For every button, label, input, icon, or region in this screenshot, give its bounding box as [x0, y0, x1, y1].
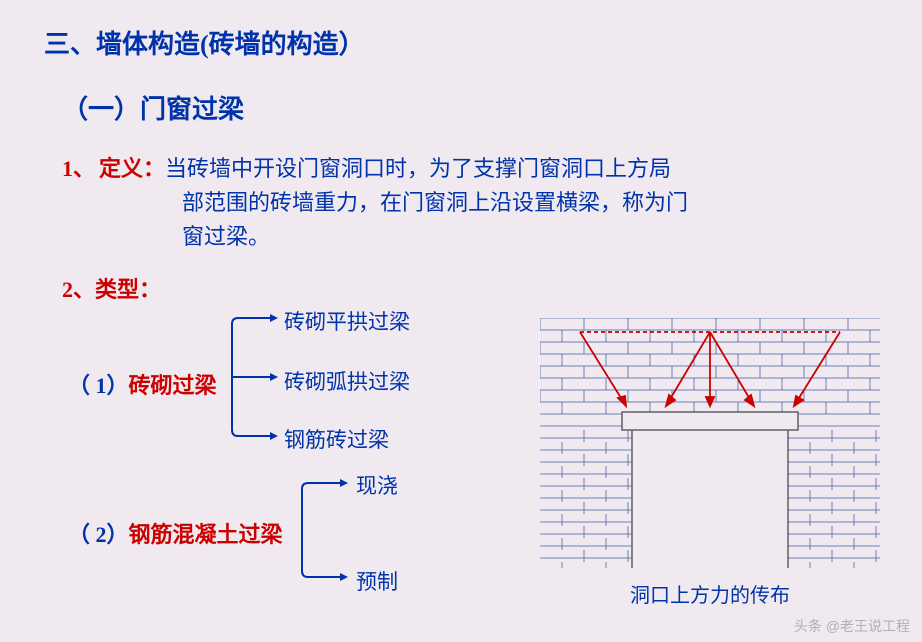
def-label: 定义： — [99, 156, 165, 181]
type-1-leaf-3: 钢筋砖过梁 — [284, 424, 389, 454]
type-item-1-name: 砖砌过梁 — [129, 373, 217, 398]
type-item-2-num: （ 2） — [68, 522, 129, 547]
type-item-2-name: 钢筋混凝土过梁 — [129, 522, 283, 547]
watermark: 头条 @老王说工程 — [794, 616, 910, 636]
section-title: 三、墙体构造(砖墙的构造） — [44, 24, 878, 61]
type-item-1: （ 1）砖砌过梁 — [68, 368, 217, 400]
diagram-svg — [540, 318, 880, 568]
type-2-leaf-1: 现浇 — [356, 470, 398, 500]
type-2-leaf-2: 预制 — [356, 566, 398, 596]
type-1-leaf-1: 砖砌平拱过梁 — [284, 306, 410, 336]
bracket-2 — [296, 477, 356, 583]
type-item-1-num: （ 1） — [68, 373, 129, 398]
diagram-caption: 洞口上方力的传布 — [540, 579, 880, 608]
type-label-text: 类型： — [95, 277, 161, 302]
type-heading: 2、类型： — [62, 272, 878, 304]
force-diagram: 洞口上方力的传布 — [540, 318, 880, 608]
def-line1: 当砖墙中开设门窗洞口时，为了支撑门窗洞口上方局 — [165, 156, 671, 181]
def-number: 1、 — [62, 156, 95, 181]
def-line2: 部范围的砖墙重力，在门窗洞上沿设置横梁，称为门 — [182, 186, 688, 220]
definition-row: 1、定义：当砖墙中开设门窗洞口时，为了支撑门窗洞口上方局 部范围的砖墙重力，在门… — [62, 152, 878, 254]
type-number: 2、 — [62, 277, 95, 302]
def-line3: 窗过梁。 — [182, 220, 688, 254]
type-item-2: （ 2）钢筋混凝土过梁 — [68, 517, 283, 549]
subsection-title: （一）门窗过梁 — [62, 89, 878, 126]
type-1-leaf-2: 砖砌弧拱过梁 — [284, 366, 410, 396]
bracket-1 — [226, 312, 286, 442]
